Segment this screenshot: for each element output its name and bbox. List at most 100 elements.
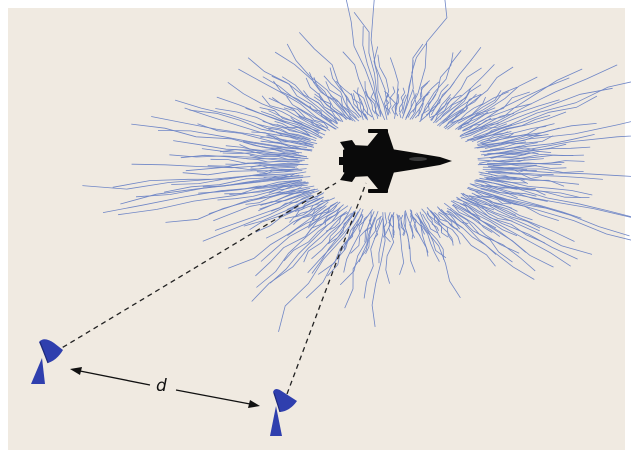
- scatter-spike: [251, 212, 346, 302]
- scatter-spike: [409, 80, 430, 120]
- scatter-spike: [482, 169, 631, 177]
- scatter-spike: [459, 111, 489, 130]
- scatter-spike: [475, 194, 512, 205]
- scatter-spike: [174, 99, 307, 140]
- scatter-spike: [365, 216, 381, 255]
- scatter-spike: [449, 208, 513, 263]
- scatter-spike: [307, 208, 361, 274]
- scatter-spike: [429, 210, 449, 238]
- scatter-spike: [317, 208, 364, 275]
- scatter-spike: [455, 76, 538, 130]
- scatter-spike: [220, 149, 295, 158]
- scatter-spike: [460, 196, 513, 222]
- scatter-spike: [299, 32, 362, 118]
- scatter-spike: [311, 210, 356, 274]
- scatter-spike: [189, 109, 311, 141]
- scatter-spike: [429, 98, 441, 117]
- scatter-spike: [461, 194, 495, 211]
- scatter-spike: [131, 163, 299, 169]
- scatter-spike: [245, 188, 308, 205]
- scatter-spike: [426, 211, 443, 232]
- scatter-spike: [452, 203, 527, 253]
- scatter-spike: [398, 87, 406, 113]
- scatter-spike: [256, 205, 349, 288]
- scatter-spike: [468, 195, 533, 221]
- scatter-spike: [259, 169, 294, 175]
- scatter-spike: [411, 210, 421, 237]
- scatter-spike: [222, 151, 309, 160]
- scatter-spike: [305, 77, 347, 119]
- scatter-spike: [437, 84, 482, 127]
- scatter-spike: [157, 130, 312, 152]
- scatter-spike: [426, 212, 440, 231]
- scatter-spike: [407, 93, 417, 118]
- scatter-spike: [434, 94, 462, 122]
- scatter-spike: [364, 215, 373, 243]
- scatter-spike: [447, 210, 469, 224]
- scatter-spike: [389, 86, 397, 115]
- scatter-spike: [433, 64, 495, 124]
- scatter-spike: [400, 214, 406, 237]
- scatter-spike: [398, 215, 405, 236]
- sight-line-right: [286, 182, 367, 395]
- scatter-spike: [260, 201, 341, 262]
- scatter-spike: [164, 175, 304, 193]
- scatter-spike: [255, 186, 302, 200]
- scatter-spike: [266, 134, 308, 145]
- scatter-spike: [430, 46, 482, 116]
- scatter-spike: [213, 189, 312, 222]
- scatter-spike: [418, 215, 440, 262]
- scatter-spike: [249, 154, 298, 160]
- scatter-spike: [487, 143, 567, 155]
- scatter-spike: [467, 186, 568, 215]
- scatter-spike: [255, 209, 338, 277]
- scatter-spike: [198, 179, 299, 194]
- scatter-spike: [475, 191, 526, 207]
- scatter-spike: [404, 210, 414, 240]
- scatter-spike: [363, 216, 384, 299]
- scatter-spike: [480, 188, 582, 219]
- scatter-spike: [131, 123, 296, 152]
- scatter-spike: [456, 198, 546, 244]
- scatter-spike: [482, 166, 584, 173]
- scatter-spike: [82, 173, 298, 190]
- left-receiver-radar-dish-icon: [31, 339, 63, 384]
- scatter-spike: [327, 216, 364, 277]
- scatter-spike: [173, 140, 307, 158]
- distance-label: d: [156, 376, 167, 396]
- scatter-spike: [342, 51, 375, 121]
- scatter-spike: [447, 91, 509, 130]
- scatter-spike: [247, 57, 339, 124]
- scatter-spike: [215, 108, 312, 138]
- scatter-spike: [308, 201, 339, 226]
- scatter-spike: [405, 0, 448, 119]
- scatter-spike: [343, 209, 373, 273]
- scatter-spike: [450, 200, 554, 268]
- scatter-spike: [286, 43, 354, 122]
- fighter-jet-icon: [339, 129, 452, 193]
- scatter-spike: [238, 68, 337, 130]
- scatter-spike: [202, 174, 300, 188]
- scatter-spike: [452, 200, 518, 237]
- scatter-spike: [262, 121, 310, 136]
- scatter-spike: [490, 168, 537, 172]
- scatter-spike: [208, 185, 315, 215]
- scatter-spike: [457, 91, 530, 131]
- scatter-spike: [335, 80, 364, 121]
- scatter-spike: [484, 121, 631, 149]
- scatter-spike: [476, 141, 527, 149]
- scatter-spike: [480, 172, 522, 179]
- scatter-spike: [470, 183, 548, 202]
- scatter-spike: [356, 87, 368, 115]
- scatter-spike: [260, 140, 313, 151]
- scatter-spike: [261, 95, 327, 132]
- scatter-spike: [216, 96, 322, 139]
- scatter-spike: [325, 206, 352, 232]
- scatter-spike: [469, 189, 559, 221]
- distance-arrow: [70, 367, 260, 408]
- scatter-spike: [350, 93, 367, 120]
- scatter-spike: [430, 67, 482, 121]
- scatter-spike: [112, 170, 303, 188]
- scatter-spike: [258, 190, 315, 212]
